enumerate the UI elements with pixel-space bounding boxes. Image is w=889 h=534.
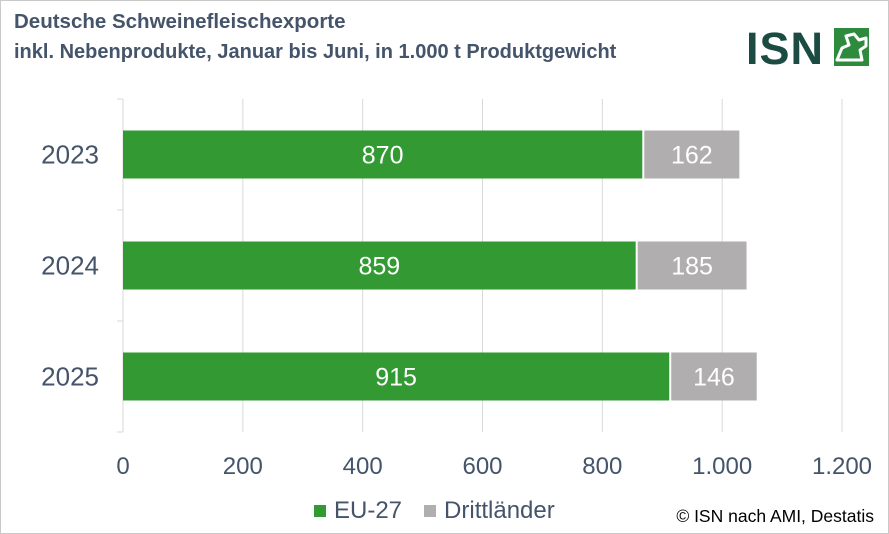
- x-tick-label: 600: [462, 453, 502, 480]
- y-tick-label: 2025: [41, 362, 99, 392]
- source-credit: © ISN nach AMI, Destatis: [676, 506, 874, 526]
- x-tick-label: 0: [116, 453, 129, 480]
- bar-drittlaender-2024: [637, 241, 747, 290]
- isn-logo-text: ISN: [746, 26, 824, 68]
- bar-eu27-2023: [123, 130, 643, 179]
- bar-drittlaender-2023: [644, 130, 740, 179]
- bar-eu27-2025: [123, 352, 670, 401]
- x-tick-label: 200: [223, 453, 263, 480]
- x-tick-label: 1.000: [692, 453, 752, 480]
- chart-title: Deutsche Schweinefleischexporte: [14, 10, 346, 33]
- isn-logo: ISN: [746, 26, 869, 68]
- isn-logo-mark-icon: [834, 28, 869, 66]
- data-label: 146: [693, 364, 735, 392]
- data-label: 870: [362, 142, 404, 170]
- data-label: 185: [671, 253, 713, 281]
- data-label: 162: [671, 142, 713, 170]
- chart-subtitle: inkl. Nebenprodukte, Januar bis Juni, in…: [14, 41, 617, 63]
- y-tick-label: 2024: [41, 251, 99, 281]
- y-tick-label: 2023: [41, 140, 99, 170]
- bar-eu27-2024: [123, 241, 636, 290]
- x-tick-label: 800: [582, 453, 622, 480]
- legend-swatch-eu27: [314, 505, 326, 517]
- data-label: 915: [375, 364, 417, 392]
- bar-drittlaender-2025: [671, 352, 757, 401]
- bars: [123, 130, 757, 401]
- legend-item-drittlaender: Drittländer: [424, 497, 555, 525]
- legend-item-eu27: EU-27: [314, 497, 402, 525]
- data-label: 859: [358, 253, 400, 281]
- x-tick-label: 400: [343, 453, 383, 480]
- legend-swatch-drittlaender: [424, 505, 437, 517]
- legend-label-drittlaender: Drittländer: [444, 497, 555, 524]
- axes: 0 200 400 600 800 1.000 1.200: [116, 98, 872, 480]
- labels: 2023 870 162 2024 859 185 2025 915 146: [41, 140, 735, 392]
- x-tick-label: 1.200: [812, 453, 872, 480]
- legend: EU-27 Drittländer: [314, 495, 577, 527]
- legend-label-eu27: EU-27: [334, 497, 403, 524]
